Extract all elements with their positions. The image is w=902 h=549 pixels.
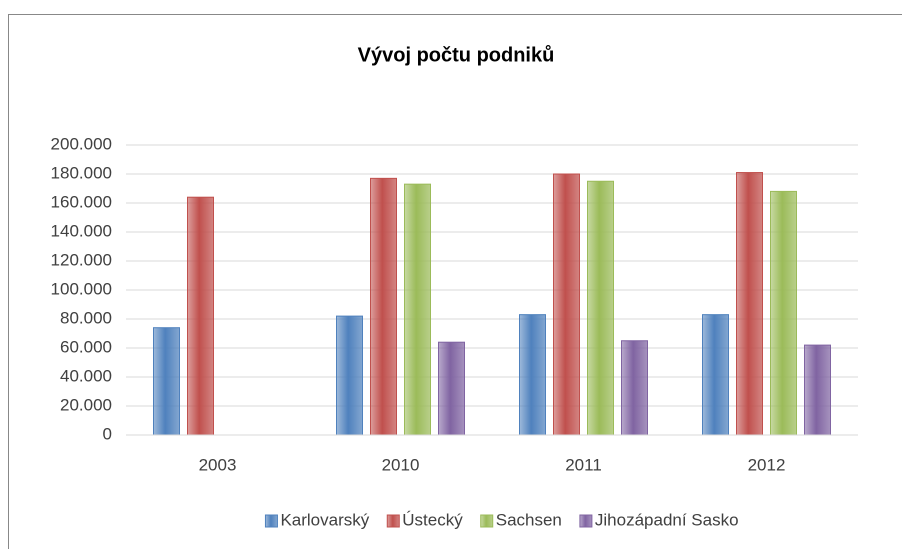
x-tick-label: 2011 <box>565 455 602 474</box>
bar <box>770 190 797 436</box>
y-tick-label: 40.000 <box>60 366 112 385</box>
bar <box>153 327 180 436</box>
bar <box>702 314 729 436</box>
bar <box>621 340 648 436</box>
bar <box>438 341 465 436</box>
legend: Karlovarský Ústecký Sachsen Jihozápadní Sas… <box>264 510 739 529</box>
legend-label: Ústecký <box>402 510 463 529</box>
legend-swatch <box>264 514 278 528</box>
chart-title: Vývoj počtu podniků <box>358 44 555 66</box>
legend-label: Karlovarský <box>280 510 369 529</box>
y-tick-label: 20.000 <box>60 395 112 414</box>
legend-label: Jihozápadní Sasko <box>595 510 739 529</box>
y-tick-label: 120.000 <box>51 250 112 269</box>
y-tick-label: 200.000 <box>51 134 112 153</box>
bar <box>553 173 580 436</box>
legend-swatch <box>579 514 593 528</box>
bar <box>519 314 546 436</box>
legend-swatch <box>480 514 494 528</box>
bar <box>736 172 763 436</box>
bar <box>587 180 614 436</box>
y-tick-label: 160.000 <box>51 192 112 211</box>
y-tick-label: 180.000 <box>51 163 112 182</box>
y-tick-label: 80.000 <box>60 308 112 327</box>
bar <box>804 344 831 436</box>
bar <box>370 177 397 436</box>
bar <box>336 315 363 436</box>
bar <box>404 183 431 436</box>
x-tick-label: 2003 <box>199 455 237 474</box>
y-tick-label: 100.000 <box>51 279 112 298</box>
y-tick-label: 0 <box>103 424 112 443</box>
bar <box>187 196 214 436</box>
y-tick-label: 140.000 <box>51 221 112 240</box>
legend-label: Sachsen <box>496 510 562 529</box>
legend-swatch <box>386 514 400 528</box>
x-tick-label: 2012 <box>748 455 786 474</box>
x-tick-label: 2010 <box>382 455 420 474</box>
y-tick-label: 60.000 <box>60 337 112 356</box>
